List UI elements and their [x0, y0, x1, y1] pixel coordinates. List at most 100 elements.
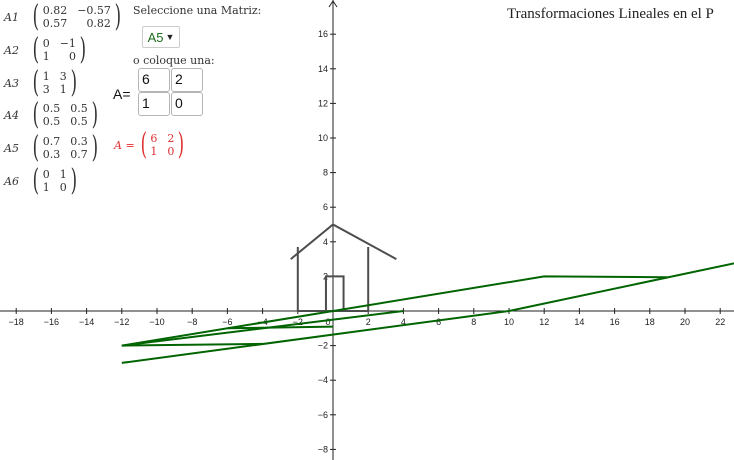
left-paren-icon: (: [32, 65, 40, 100]
x-tick-label: 12: [539, 317, 549, 327]
x-tick-label: −18: [9, 317, 24, 327]
matrix-cell: 0.57: [42, 17, 68, 30]
matrix-cell: 0.5: [42, 115, 61, 128]
matrix-cell: −1: [59, 37, 76, 50]
x-tick-label: 16: [610, 317, 620, 327]
matrix-a2: A2(0 −1 1 0): [4, 35, 89, 65]
matrix-cell: 1: [59, 168, 67, 181]
y-tick-label: −6: [318, 410, 328, 420]
input-a21[interactable]: 1: [138, 92, 170, 116]
right-paren-icon: ): [70, 65, 77, 100]
right-paren-icon: ): [114, 0, 122, 34]
matrix-cell: 0.5: [70, 115, 88, 128]
y-tick-label: 14: [318, 64, 328, 74]
matrix-dropdown[interactable]: A5 ▼: [142, 26, 180, 48]
transformed-wall-edge: [121, 275, 668, 347]
x-tick-label: −12: [114, 317, 129, 327]
matrix-cell: 0: [42, 37, 50, 50]
input-a22[interactable]: 0: [171, 92, 203, 116]
result-cell: 1: [150, 145, 158, 158]
matrix-cell: 0.3: [70, 135, 88, 148]
result-cell: 0: [167, 145, 175, 158]
transformed-roof-edge: [121, 262, 734, 364]
matrix-cell: −0.57: [77, 4, 111, 17]
x-tick-label: −10: [149, 317, 164, 327]
y-tick-label: 16: [318, 29, 328, 39]
app-title: Transformaciones Lineales en el P: [507, 6, 714, 22]
result-label: A =: [114, 138, 135, 152]
house-door: [324, 275, 345, 311]
x-tick-label: −8: [187, 317, 197, 327]
y-tick-label: 12: [318, 98, 328, 108]
x-tick-label: −16: [44, 317, 59, 327]
matrix-cell: 0.7: [42, 135, 61, 148]
matrix-cell: 1: [42, 181, 50, 194]
a-equals-label: A=: [113, 86, 131, 102]
x-tick-label: 22: [715, 317, 725, 327]
matrix-cell: 1: [42, 70, 50, 83]
x-tick-label: −2: [293, 317, 303, 327]
left-paren-icon: (: [140, 127, 147, 162]
right-paren-icon: ): [91, 97, 98, 132]
x-tick-label: 14: [574, 317, 584, 327]
matrix-cell: 0.5: [42, 102, 61, 115]
left-paren-icon: (: [32, 32, 40, 67]
x-tick-label: 0: [325, 317, 330, 327]
matrix-cell: 1: [42, 50, 50, 63]
x-tick-label: 8: [471, 317, 476, 327]
y-tick-label: −8: [318, 444, 328, 454]
matrix-cell: 0.82: [42, 4, 68, 17]
house-roof: [290, 223, 397, 260]
y-tick-label: 8: [323, 168, 328, 178]
x-tick-label: 2: [366, 317, 371, 327]
x-tick-label: 10: [504, 317, 514, 327]
matrix-a6: A6 (0 1 1 0): [4, 166, 79, 196]
right-paren-icon: ): [91, 130, 98, 165]
transformed-door-top: [227, 325, 334, 330]
matrix-cell: 0.3: [42, 148, 61, 161]
matrix-name: A1: [4, 10, 19, 24]
matrix-cell: 3: [42, 83, 50, 96]
result-cell: 6: [150, 132, 158, 145]
left-paren-icon: (: [32, 97, 40, 132]
result-cell: 2: [167, 132, 175, 145]
custom-matrix-label: o coloque una:: [133, 54, 215, 67]
x-tick-label: 6: [436, 317, 441, 327]
left-paren-icon: (: [32, 0, 40, 34]
y-tick-label: −4: [318, 375, 328, 385]
matrix-cell: 0: [42, 168, 50, 181]
x-tick-label: −14: [79, 317, 94, 327]
matrix-cell: 0: [68, 50, 76, 63]
matrix-cell: 1: [59, 83, 67, 96]
matrix-cell: 0.5: [70, 102, 88, 115]
matrix-cell: 0.82: [86, 17, 111, 30]
y-tick-label: 10: [318, 133, 328, 143]
right-paren-icon: ): [79, 32, 87, 67]
x-tick-label: −6: [222, 317, 232, 327]
input-a11[interactable]: 6: [138, 68, 170, 92]
y-axis-arrow-icon: [328, 0, 338, 8]
y-tick-label: 4: [323, 237, 328, 247]
x-tick-label: 20: [680, 317, 690, 327]
chevron-down-icon: ▼: [165, 32, 175, 42]
left-paren-icon: (: [32, 163, 40, 198]
transformed-door-edge: [121, 342, 263, 347]
matrix-a4: A4(0.5 0.5 0.5 0.5): [4, 100, 100, 130]
right-paren-icon: ): [178, 127, 185, 162]
matrix-name: A2: [4, 43, 19, 57]
result-matrix: A = ( 6 2 1 0 ): [114, 130, 187, 160]
matrix-name: A6: [4, 174, 19, 188]
matrix-name: A4: [4, 108, 19, 122]
matrix-name: A3: [4, 76, 19, 90]
matrix-name: A5: [4, 141, 19, 155]
matrix-a3: A3 (1 3 3 1): [4, 68, 79, 98]
matrix-cell: 0: [59, 181, 67, 194]
input-a12[interactable]: 2: [171, 68, 203, 92]
x-tick-label: 18: [645, 317, 655, 327]
matrix-a5: A5(0.7 0.3 0.3 0.7): [4, 133, 100, 163]
dropdown-value: A5: [147, 29, 164, 45]
matrix-cell: 0.7: [70, 148, 88, 161]
right-paren-icon: ): [70, 163, 77, 198]
matrix-a1: A1(0.82 −0.57 0.57 0.82): [4, 2, 124, 32]
